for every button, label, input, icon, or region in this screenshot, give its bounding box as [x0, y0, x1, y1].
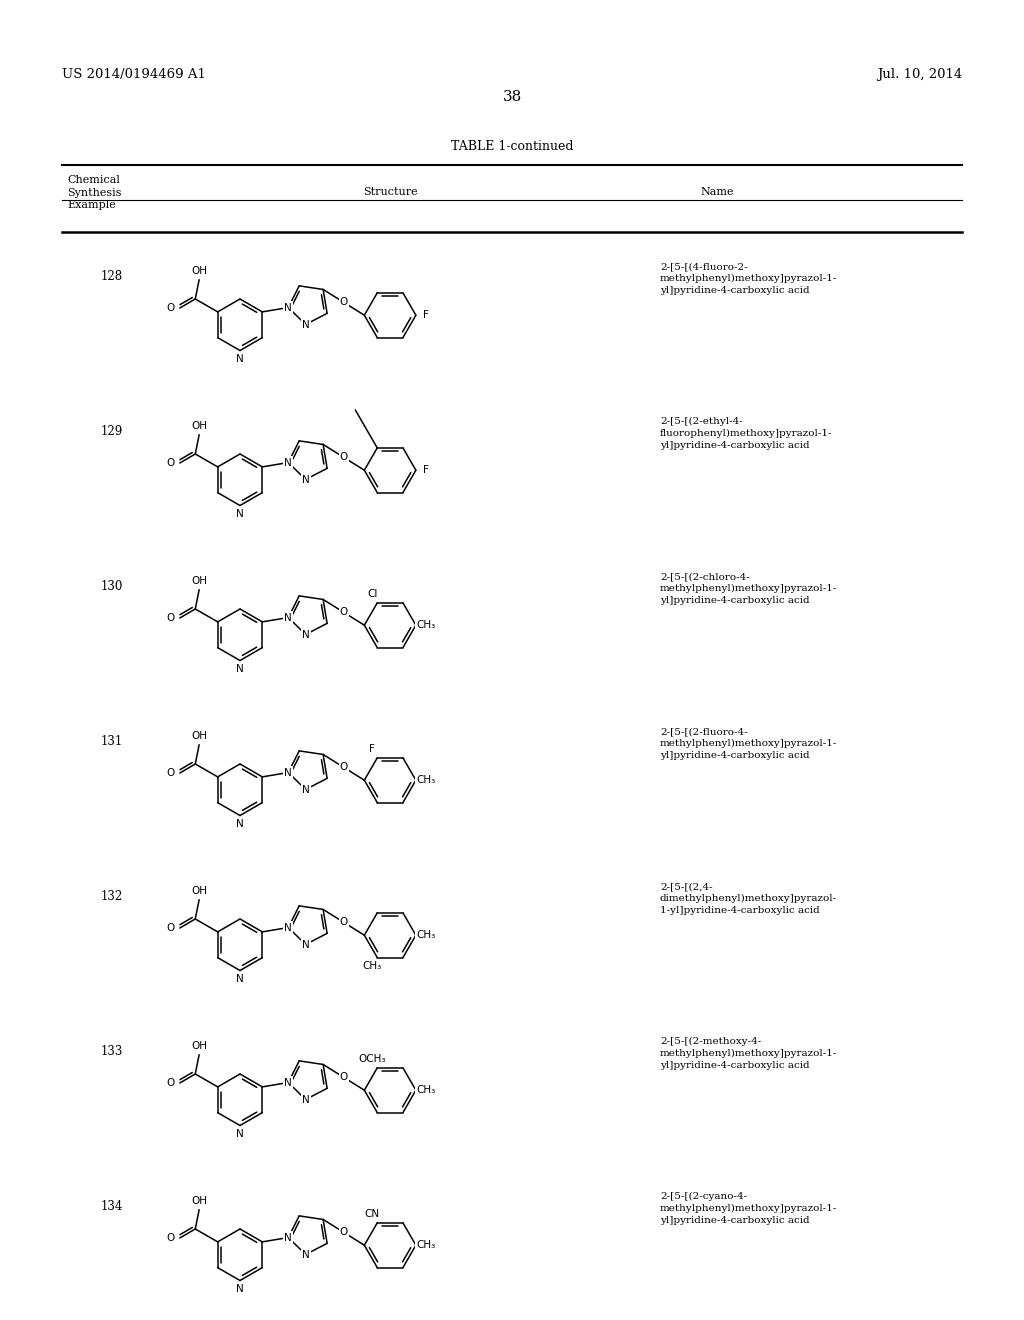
Text: OCH₃: OCH₃: [358, 1055, 386, 1064]
Text: N: N: [285, 1077, 292, 1088]
Text: O: O: [340, 453, 348, 462]
Text: 131: 131: [101, 735, 123, 748]
Text: OH: OH: [191, 421, 207, 430]
Text: O: O: [340, 297, 348, 308]
Text: OH: OH: [191, 265, 207, 276]
Text: CH₃: CH₃: [416, 1085, 435, 1096]
Text: 2-[5-[(2-cyano-4-
methylphenyl)methoxy]pyrazol-1-
yl]pyridine-4-carboxylic acid: 2-[5-[(2-cyano-4- methylphenyl)methoxy]p…: [660, 1192, 838, 1225]
Text: O: O: [340, 763, 348, 772]
Text: N: N: [237, 818, 244, 829]
Text: O: O: [167, 1078, 175, 1088]
Text: OH: OH: [191, 576, 207, 586]
Text: CH₃: CH₃: [362, 961, 382, 972]
Text: O: O: [340, 917, 348, 928]
Text: CN: CN: [365, 1209, 380, 1220]
Text: N: N: [237, 354, 244, 363]
Text: N: N: [302, 1250, 309, 1259]
Text: 133: 133: [100, 1045, 123, 1059]
Text: N: N: [285, 302, 292, 313]
Text: O: O: [167, 304, 175, 313]
Text: N: N: [285, 767, 292, 777]
Text: Name: Name: [700, 187, 733, 197]
Text: Chemical: Chemical: [67, 176, 120, 185]
Text: N: N: [302, 1094, 309, 1105]
Text: N: N: [285, 458, 292, 467]
Text: OH: OH: [191, 731, 207, 741]
Text: OH: OH: [191, 1196, 207, 1205]
Text: 128: 128: [101, 271, 123, 282]
Text: O: O: [167, 612, 175, 623]
Text: N: N: [302, 940, 309, 949]
Text: 2-[5-[(2-ethyl-4-
fluorophenyl)methoxy]pyrazol-1-
yl]pyridine-4-carboxylic acid: 2-[5-[(2-ethyl-4- fluorophenyl)methoxy]p…: [660, 417, 833, 450]
Text: Jul. 10, 2014: Jul. 10, 2014: [877, 69, 962, 81]
Text: 2-[5-[(2-fluoro-4-
methylphenyl)methoxy]pyrazol-1-
yl]pyridine-4-carboxylic acid: 2-[5-[(2-fluoro-4- methylphenyl)methoxy]…: [660, 727, 838, 760]
Text: 2-[5-[(2-chloro-4-
methylphenyl)methoxy]pyrazol-1-
yl]pyridine-4-carboxylic acid: 2-[5-[(2-chloro-4- methylphenyl)methoxy]…: [660, 572, 838, 605]
Text: OH: OH: [191, 886, 207, 896]
Text: F: F: [423, 310, 429, 321]
Text: 38: 38: [503, 90, 521, 104]
Text: O: O: [167, 923, 175, 933]
Text: N: N: [237, 1283, 244, 1294]
Text: N: N: [302, 630, 309, 639]
Text: Example: Example: [67, 201, 116, 210]
Text: OH: OH: [191, 1040, 207, 1051]
Text: N: N: [237, 664, 244, 673]
Text: O: O: [167, 458, 175, 469]
Text: CH₃: CH₃: [416, 1241, 435, 1250]
Text: N: N: [302, 784, 309, 795]
Text: TABLE 1-continued: TABLE 1-continued: [451, 140, 573, 153]
Text: O: O: [340, 1072, 348, 1082]
Text: F: F: [423, 465, 429, 475]
Text: 2-[5-[(2,4-
dimethylphenyl)methoxy]pyrazol-
1-yl]pyridine-4-carboxylic acid: 2-[5-[(2,4- dimethylphenyl)methoxy]pyraz…: [660, 882, 838, 915]
Text: 129: 129: [101, 425, 123, 438]
Text: O: O: [167, 1233, 175, 1243]
Text: CH₃: CH₃: [416, 775, 435, 785]
Text: Structure: Structure: [362, 187, 418, 197]
Text: F: F: [370, 744, 375, 754]
Text: 130: 130: [100, 579, 123, 593]
Text: N: N: [302, 319, 309, 330]
Text: US 2014/0194469 A1: US 2014/0194469 A1: [62, 69, 206, 81]
Text: 134: 134: [100, 1200, 123, 1213]
Text: Cl: Cl: [367, 589, 378, 599]
Text: N: N: [285, 612, 292, 623]
Text: N: N: [237, 1129, 244, 1139]
Text: N: N: [285, 923, 292, 932]
Text: O: O: [340, 607, 348, 618]
Text: N: N: [302, 474, 309, 484]
Text: O: O: [340, 1228, 348, 1237]
Text: 132: 132: [101, 890, 123, 903]
Text: N: N: [237, 508, 244, 519]
Text: Synthesis: Synthesis: [67, 187, 122, 198]
Text: N: N: [237, 974, 244, 983]
Text: CH₃: CH₃: [416, 620, 435, 630]
Text: CH₃: CH₃: [416, 931, 435, 940]
Text: N: N: [285, 1233, 292, 1242]
Text: 2-[5-[(2-methoxy-4-
methylphenyl)methoxy]pyrazol-1-
yl]pyridine-4-carboxylic aci: 2-[5-[(2-methoxy-4- methylphenyl)methoxy…: [660, 1038, 838, 1071]
Text: 2-[5-[(4-fluoro-2-
methylphenyl)methoxy]pyrazol-1-
yl]pyridine-4-carboxylic acid: 2-[5-[(4-fluoro-2- methylphenyl)methoxy]…: [660, 261, 838, 294]
Text: O: O: [167, 768, 175, 777]
